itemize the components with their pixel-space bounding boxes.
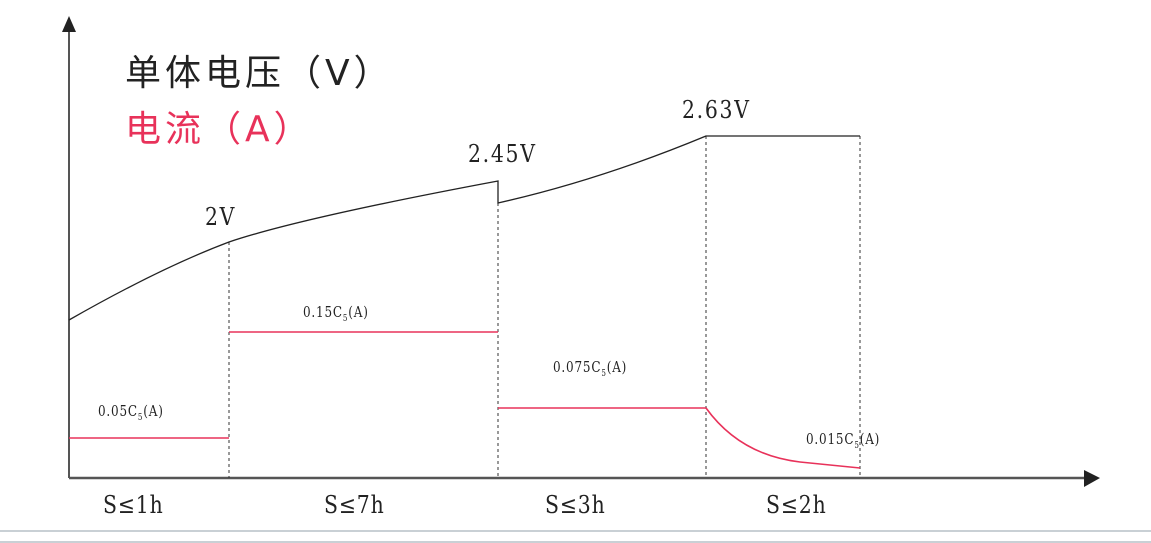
current-label-sub: 5 xyxy=(854,441,860,451)
current-label-unit: (A) xyxy=(143,402,164,420)
x-axis-arrow-icon xyxy=(1084,470,1100,487)
current-label-sub: 5 xyxy=(137,413,144,423)
stage-duration: S≤2h xyxy=(766,491,827,519)
current-stage-4 xyxy=(705,407,861,469)
current-label-unit: (A) xyxy=(606,358,628,376)
current-label-value: 0.015C xyxy=(806,430,855,448)
current-label-value: 0.075C xyxy=(553,358,602,376)
y-axis-arrow-icon xyxy=(62,16,76,32)
current-label: 0.075C5(A) xyxy=(553,358,627,379)
voltage-label: 2.63V xyxy=(682,96,751,124)
divider-line xyxy=(0,530,1151,532)
current-label-unit: (A) xyxy=(859,430,881,448)
current-label-sub: 5 xyxy=(342,314,349,324)
current-label: 0.15C5(A) xyxy=(303,303,369,324)
voltage-curve xyxy=(68,135,860,321)
stage-duration: S≤1h xyxy=(103,491,164,519)
legend-current: 电流（A） xyxy=(125,109,314,150)
legend-voltage: 单体电压（V） xyxy=(125,53,394,94)
stage-duration: S≤7h xyxy=(324,491,385,519)
current-label-unit: (A) xyxy=(348,303,369,321)
current-label: 0.015C5(A) xyxy=(806,430,880,451)
current-label: 0.05C5(A) xyxy=(98,402,164,423)
voltage-label: 2V xyxy=(205,203,237,231)
divider-line xyxy=(0,541,1151,543)
current-label-value: 0.05C xyxy=(98,402,138,420)
current-label-sub: 5 xyxy=(601,369,607,379)
voltage-label: 2.45V xyxy=(468,140,537,168)
current-label-value: 0.15C xyxy=(303,303,343,321)
stage-duration: S≤3h xyxy=(545,491,606,519)
